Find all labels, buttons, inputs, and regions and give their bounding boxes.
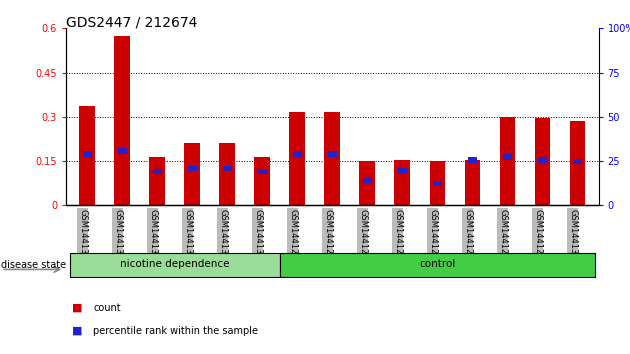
Bar: [398, 167, 407, 173]
Bar: [363, 178, 372, 183]
Bar: [503, 154, 512, 160]
Bar: [255, 156, 270, 205]
Bar: [538, 157, 547, 162]
Text: GSM144133: GSM144133: [148, 210, 158, 260]
Text: GSM144132: GSM144132: [113, 210, 122, 260]
Text: GSM144128: GSM144128: [498, 210, 507, 260]
Text: GSM144125: GSM144125: [393, 210, 403, 260]
Bar: [324, 113, 340, 205]
Text: GSM144131: GSM144131: [78, 210, 87, 260]
Text: nicotine dependence: nicotine dependence: [120, 259, 229, 269]
Bar: [114, 36, 130, 205]
Text: GSM144135: GSM144135: [218, 210, 227, 260]
Bar: [293, 152, 302, 156]
Bar: [118, 148, 127, 154]
Bar: [79, 107, 95, 205]
Bar: [188, 166, 197, 171]
Bar: [573, 159, 582, 164]
Bar: [328, 152, 336, 156]
Text: percentile rank within the sample: percentile rank within the sample: [93, 326, 258, 336]
Bar: [360, 161, 375, 205]
Bar: [219, 143, 235, 205]
Text: GSM144126: GSM144126: [428, 210, 437, 260]
Bar: [464, 160, 480, 205]
Text: ■: ■: [72, 326, 83, 336]
Text: GSM144129: GSM144129: [534, 210, 542, 260]
Text: count: count: [93, 303, 121, 313]
Bar: [535, 118, 551, 205]
Text: GSM144124: GSM144124: [358, 210, 367, 260]
Bar: [433, 181, 442, 186]
Text: ■: ■: [72, 303, 83, 313]
Text: disease state: disease state: [1, 261, 66, 270]
Text: GSM144122: GSM144122: [289, 210, 297, 260]
Text: GSM144127: GSM144127: [464, 210, 472, 260]
Text: control: control: [419, 259, 455, 269]
Bar: [258, 169, 266, 175]
Bar: [570, 121, 585, 205]
Bar: [223, 166, 232, 171]
Text: GSM144134: GSM144134: [183, 210, 192, 260]
Bar: [394, 160, 410, 205]
Bar: [430, 161, 445, 205]
Bar: [185, 143, 200, 205]
Text: GDS2447 / 212674: GDS2447 / 212674: [66, 16, 198, 30]
Text: GSM144123: GSM144123: [323, 210, 333, 260]
Bar: [83, 152, 91, 156]
Bar: [153, 169, 161, 175]
Text: GSM144130: GSM144130: [568, 210, 578, 260]
Bar: [468, 157, 477, 162]
Bar: [500, 117, 515, 205]
Bar: [149, 156, 165, 205]
Bar: [280, 253, 595, 276]
Text: GSM144136: GSM144136: [253, 210, 262, 260]
Bar: [70, 253, 280, 276]
Bar: [289, 113, 305, 205]
